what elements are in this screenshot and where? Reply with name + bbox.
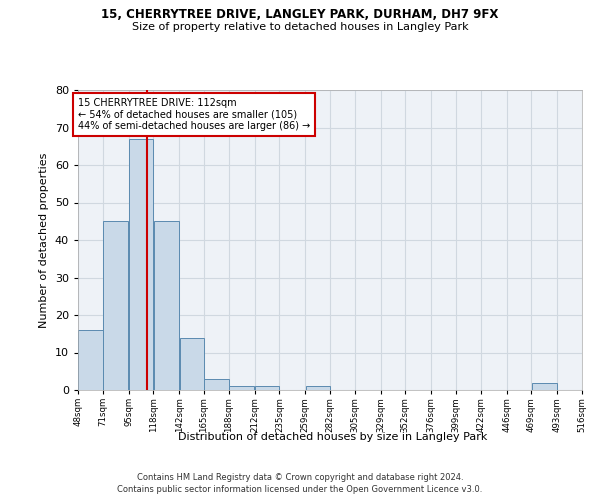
- Bar: [129, 138, 153, 390]
- Bar: [78, 330, 103, 390]
- Bar: [532, 382, 557, 390]
- Bar: [103, 221, 128, 390]
- Bar: [204, 379, 229, 390]
- Y-axis label: Number of detached properties: Number of detached properties: [39, 152, 49, 328]
- Bar: [255, 386, 279, 390]
- Text: Contains public sector information licensed under the Open Government Licence v3: Contains public sector information licen…: [118, 485, 482, 494]
- Text: 15 CHERRYTREE DRIVE: 112sqm
← 54% of detached houses are smaller (105)
44% of se: 15 CHERRYTREE DRIVE: 112sqm ← 54% of det…: [78, 98, 310, 130]
- Text: Size of property relative to detached houses in Langley Park: Size of property relative to detached ho…: [131, 22, 469, 32]
- Bar: [154, 221, 179, 390]
- Text: Contains HM Land Registry data © Crown copyright and database right 2024.: Contains HM Land Registry data © Crown c…: [137, 472, 463, 482]
- Bar: [305, 386, 330, 390]
- Text: Distribution of detached houses by size in Langley Park: Distribution of detached houses by size …: [178, 432, 488, 442]
- Bar: [229, 386, 254, 390]
- Bar: [179, 338, 204, 390]
- Text: 15, CHERRYTREE DRIVE, LANGLEY PARK, DURHAM, DH7 9FX: 15, CHERRYTREE DRIVE, LANGLEY PARK, DURH…: [101, 8, 499, 20]
